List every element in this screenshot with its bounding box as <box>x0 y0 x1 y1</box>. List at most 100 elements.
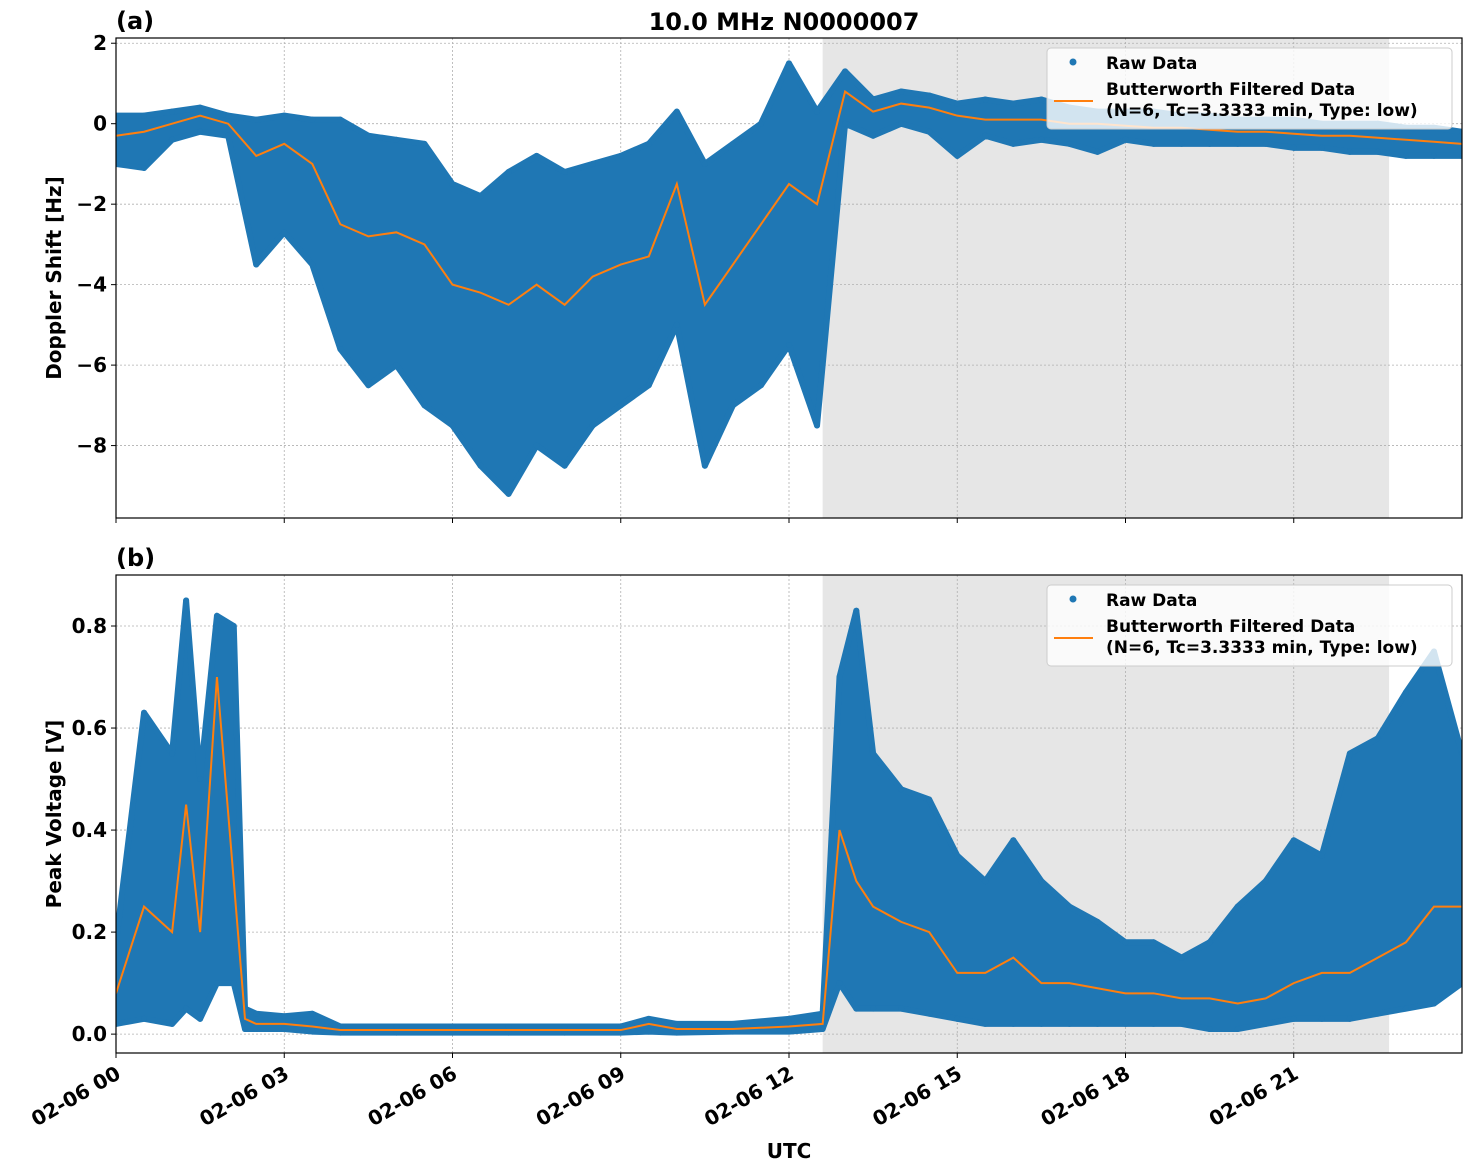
raw-data-point <box>1206 939 1213 946</box>
raw-data-point <box>1402 152 1409 159</box>
raw-data-point <box>645 140 652 147</box>
raw-data-point <box>982 96 989 103</box>
raw-data-point <box>169 750 176 757</box>
raw-data-point <box>253 1010 260 1017</box>
raw-data-point <box>116 112 119 119</box>
raw-data-point <box>926 796 933 803</box>
raw-data-point <box>449 422 456 429</box>
raw-data-point <box>954 852 961 859</box>
raw-data-point <box>870 1005 877 1012</box>
raw-data-point <box>786 1028 792 1035</box>
raw-data-point <box>1346 750 1353 757</box>
y-tick-label: 0.2 <box>72 920 107 944</box>
filtered-data-line <box>116 89 1462 308</box>
raw-data-point <box>141 164 148 171</box>
raw-data-point <box>309 1010 316 1017</box>
raw-data-point <box>836 674 843 681</box>
raw-data-point <box>1262 1020 1269 1027</box>
raw-data-point <box>1038 878 1045 885</box>
raw-data-point <box>561 1029 568 1036</box>
x-tick-label: 02-06 03 <box>195 1061 293 1131</box>
x-tick-label: 02-06 12 <box>700 1061 798 1131</box>
raw-data-point <box>926 128 933 135</box>
raw-data-point <box>213 612 220 619</box>
y-tick-label: 0 <box>93 112 107 136</box>
raw-data-point <box>814 422 821 429</box>
raw-data-point <box>673 321 680 328</box>
x-tick-label: 02-06 21 <box>1205 1061 1303 1131</box>
raw-data-point <box>701 462 708 469</box>
raw-data-point <box>253 261 260 268</box>
raw-data-point <box>982 132 989 139</box>
raw-data-point <box>1234 140 1241 147</box>
raw-data-point <box>309 116 316 123</box>
raw-data-point <box>1010 100 1017 107</box>
raw-data-point <box>337 346 344 353</box>
raw-data-point <box>1150 939 1157 946</box>
y-tick-label: −4 <box>76 273 107 297</box>
raw-data-point <box>116 939 119 946</box>
y-axis-label: Peak Voltage [V] <box>42 720 66 909</box>
raw-data-point <box>645 1015 652 1022</box>
y-tick-label: −8 <box>76 434 107 458</box>
raw-data-point <box>757 120 764 127</box>
raw-data-point <box>561 168 568 175</box>
x-tick-label: 02-06 00 <box>27 1061 125 1131</box>
raw-data-point <box>1262 878 1269 885</box>
raw-data-point <box>1066 903 1073 910</box>
raw-data-point <box>337 1023 344 1030</box>
y-tick-label: 2 <box>93 31 107 55</box>
raw-data-point <box>954 1015 961 1022</box>
raw-data-point <box>853 1005 860 1012</box>
legend-filtered-label: Butterworth Filtered Data <box>1106 80 1355 100</box>
raw-data-point <box>729 402 736 409</box>
raw-data-point <box>1066 1020 1073 1027</box>
raw-data-point <box>786 1015 792 1022</box>
raw-data-point <box>183 1005 190 1012</box>
legend-raw-marker <box>1069 58 1077 66</box>
raw-data-point <box>141 709 148 716</box>
raw-data-point <box>1010 837 1017 844</box>
raw-data-point <box>1066 140 1073 147</box>
raw-data-point <box>1374 148 1381 155</box>
x-tick-label: 02-06 09 <box>532 1061 630 1131</box>
raw-data-point <box>225 112 232 119</box>
raw-data-point <box>673 1029 680 1036</box>
raw-data-point <box>253 116 260 123</box>
y-axis-label: Doppler Shift [Hz] <box>42 176 66 380</box>
raw-data-point <box>1402 1005 1409 1012</box>
raw-data-point <box>365 382 372 389</box>
raw-data-point <box>281 1026 288 1033</box>
raw-data-point <box>365 132 372 139</box>
raw-data-point <box>421 402 428 409</box>
raw-data-point <box>1206 1026 1213 1033</box>
raw-data-point <box>393 1029 400 1036</box>
raw-data-point <box>230 980 237 987</box>
legend-box <box>1046 47 1453 130</box>
panel-label: (b) <box>116 544 155 572</box>
raw-data-point <box>309 261 316 268</box>
raw-data-point <box>197 128 204 135</box>
raw-data-point <box>617 1029 624 1036</box>
raw-data-point <box>757 382 764 389</box>
raw-data-point <box>982 878 989 885</box>
raw-data-point <box>477 462 484 469</box>
raw-data-point <box>954 100 961 107</box>
raw-data-point <box>1038 96 1045 103</box>
y-tick-label: 0.8 <box>72 614 107 638</box>
raw-data-point <box>701 160 708 167</box>
legend-filtered-label: Butterworth Filtered Data <box>1106 617 1355 637</box>
panel-a: 2 0 −2 −4 −6 −8 Doppler Shift [Hz] (a) Raw Data B… <box>42 7 1463 523</box>
raw-data-point <box>1459 128 1462 135</box>
raw-data-point <box>870 96 877 103</box>
raw-data-point <box>561 462 568 469</box>
raw-data-point <box>449 1023 456 1030</box>
y-tick-label: −6 <box>76 353 107 377</box>
raw-data-point <box>729 140 736 147</box>
raw-data-point <box>1290 837 1297 844</box>
raw-data-point <box>477 193 484 200</box>
raw-data-point <box>421 140 428 147</box>
x-tick-label: 02-06 18 <box>1036 1061 1134 1131</box>
raw-data-point <box>589 160 596 167</box>
